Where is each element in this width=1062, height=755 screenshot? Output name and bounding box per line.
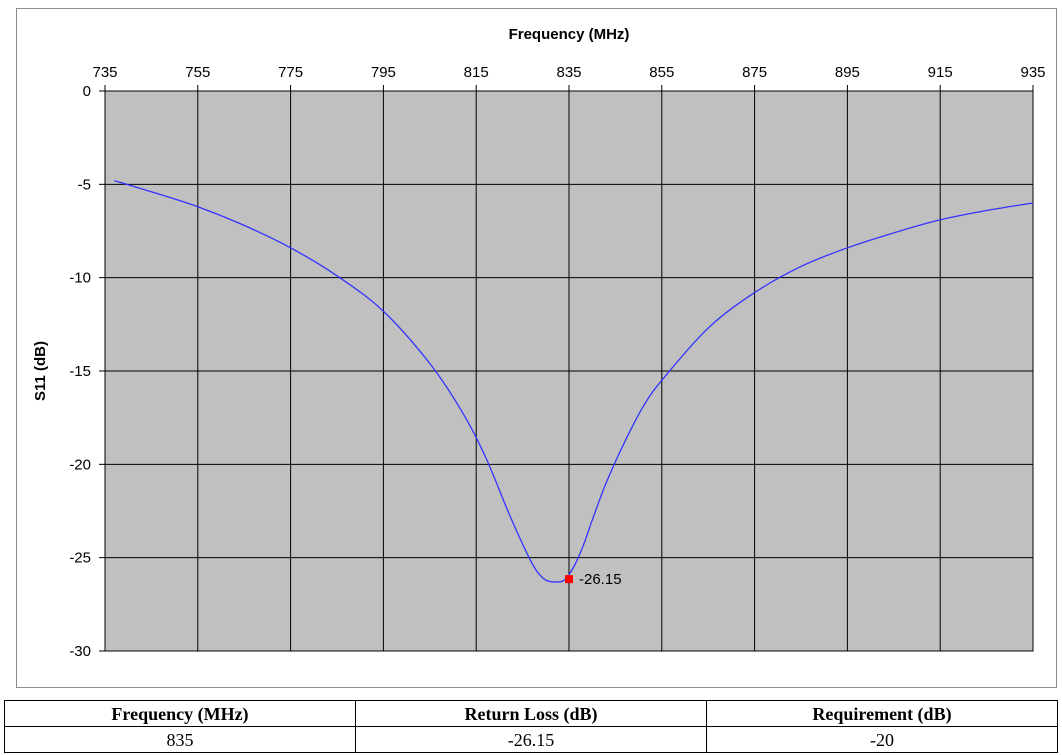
series-layer: -26.15 [114,179,1034,588]
y-tick-label: 0 [83,83,91,100]
grid-lines [99,85,1034,652]
x-tick-label: 915 [928,64,953,81]
x-tick-label: 775 [278,64,303,81]
y-tick-label: -5 [78,176,91,193]
x-tick-label: 795 [371,64,396,81]
x-tick-label: 735 [92,64,117,81]
x-tick-label: 835 [556,64,581,81]
x-tick-label: 895 [835,64,860,81]
cell-return-loss: -26.15 [355,726,707,753]
marker-label: -26.15 [579,571,622,588]
x-tick-label: 935 [1020,64,1045,81]
summary-table: Frequency (MHz) Return Loss (dB) Require… [4,700,1058,753]
table-row: 835 -26.15 -20 [4,726,1058,753]
y-tick-label: -15 [69,363,91,380]
header-return-loss: Return Loss (dB) [355,700,707,727]
marker-point [565,575,573,584]
s11-chart: 735 755 775 795 815 835 855 875 895 915 935 0 -5 -10 -… [16,8,1057,688]
header-frequency: Frequency (MHz) [4,700,356,727]
y-tick-label: -30 [69,643,91,660]
header-requirement: Requirement (dB) [706,700,1058,727]
s11-series-line [114,179,1034,583]
x-tick-label: 755 [185,64,210,81]
s11-chart-svg: 735 755 775 795 815 835 855 875 895 915 935 0 -5 -10 -… [32,26,1046,660]
x-axis-title: Frequency (MHz) [509,26,630,43]
y-tick-label: -10 [69,270,91,287]
cell-requirement: -20 [706,726,1058,753]
cell-frequency: 835 [4,726,356,753]
y-axis-title: S11 (dB) [32,341,49,401]
y-tick-label: -20 [69,456,91,473]
x-tick-label: 855 [649,64,674,81]
x-tick-label: 815 [464,64,489,81]
tick-labels: 735 755 775 795 815 835 855 875 895 915 935 0 -5 -10 -… [69,64,1045,660]
x-tick-label: 875 [742,64,767,81]
table-header-row: Frequency (MHz) Return Loss (dB) Require… [4,700,1058,727]
y-tick-label: -25 [69,550,91,567]
